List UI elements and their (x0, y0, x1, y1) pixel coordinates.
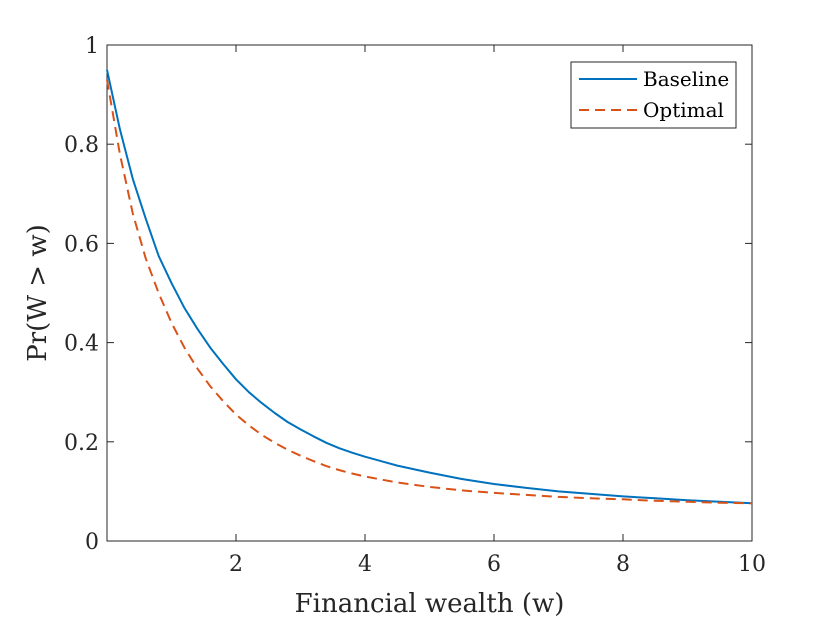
x-tick-label: 6 (487, 552, 501, 577)
y-tick-label: 0 (85, 530, 99, 555)
y-axis: 0 0.2 0.4 0.6 0.8 1 (64, 34, 752, 555)
x-tick-label: 10 (738, 552, 766, 577)
x-axis: 2 4 6 8 10 (229, 45, 766, 577)
axes-box (106, 44, 753, 542)
plot-area (106, 44, 753, 542)
y-tick-label: 1 (85, 34, 99, 59)
legend-box (570, 61, 737, 129)
legend-entry-label: Baseline (643, 67, 729, 91)
x-axis-label: Financial wealth (w) (295, 589, 565, 619)
x-tick-label: 4 (358, 552, 372, 577)
y-tick-label: 0.6 (64, 232, 99, 257)
y-tick-label: 0.2 (64, 431, 99, 456)
series-layer (106, 69, 753, 505)
legend: Baseline Optimal (570, 61, 737, 129)
x-tick-label: 2 (229, 552, 243, 577)
y-tick-label: 0.4 (64, 332, 99, 357)
y-tick-label: 0.8 (64, 133, 99, 158)
series-line-optimal (106, 79, 753, 505)
x-tick-label: 8 (616, 552, 630, 577)
legend-entry-label: Optimal (643, 98, 724, 122)
series-line-baseline (106, 69, 753, 505)
y-axis-label: Pr(W > w) (23, 224, 53, 362)
